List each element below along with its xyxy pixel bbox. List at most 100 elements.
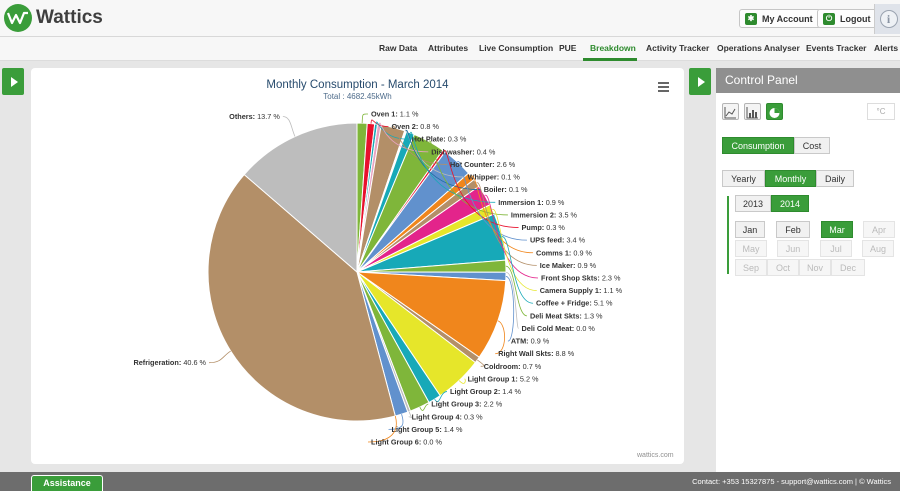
slice-label-ice-maker: Ice Maker: 0.9 %: [540, 261, 597, 270]
footer-contact: Contact: +353 15327875 - support@wattics…: [692, 477, 891, 486]
control-panel-title: Control Panel: [716, 68, 900, 93]
metric-consumption-button[interactable]: Consumption: [722, 137, 794, 154]
slice-label-right-wall-skts: Right Wall Skts: 8.8 %: [498, 349, 574, 358]
nav-events-tracker[interactable]: Events Tracker: [806, 43, 867, 53]
pie-slice-refrigeration[interactable]: [207, 173, 396, 422]
my-account-label: My Account: [762, 13, 813, 24]
chart-menu-icon[interactable]: [658, 82, 669, 92]
label-connector-light-group-4: [408, 411, 413, 419]
my-account-button[interactable]: ✱ My Account: [739, 9, 821, 28]
label-connector-light-group-6: [367, 415, 397, 443]
chart-subtitle: Total : 4682.45kWh: [323, 92, 392, 101]
label-connector-coldroom: [477, 359, 485, 367]
month-dec-button: Dec: [831, 259, 865, 276]
slice-label-others: Others: 13.7 %: [229, 112, 280, 121]
slice-label-light-group-4: Light Group 4: 0.3 %: [412, 412, 483, 421]
label-connector-light-group-3: [419, 403, 429, 411]
chart-credit[interactable]: wattics.com: [637, 452, 674, 459]
nav-live-consumption[interactable]: Live Consumption: [479, 43, 554, 53]
assistance-button[interactable]: Assistance: [31, 475, 103, 491]
slice-label-light-group-6: Light Group 6: 0.0 %: [371, 438, 442, 447]
period-daily-button[interactable]: Daily: [816, 170, 854, 187]
chart-title: Monthly Consumption - March 2014: [266, 79, 449, 91]
label-connector-right-wall-skts: [495, 320, 505, 355]
logout-label: Logout: [840, 13, 871, 24]
month-jan-button[interactable]: Jan: [735, 221, 765, 238]
slice-label-light-group-2: Light Group 2: 1.4 %: [450, 387, 521, 396]
slice-label-coffee-fridge: Coffee + Fridge: 5.1 %: [536, 299, 613, 308]
active-tab-indicator: [583, 58, 637, 61]
nav-pue[interactable]: PUE: [559, 43, 577, 53]
slice-label-immersion-1: Immersion 1: 0.9 %: [498, 198, 565, 207]
period-selector-rail: [727, 196, 729, 274]
line-chart-icon[interactable]: [722, 103, 739, 120]
bar-chart-icon[interactable]: [744, 103, 761, 120]
slice-label-whipper: Whipper: 0.1 %: [468, 173, 521, 182]
slice-label-light-group-5: Light Group 5: 1.4 %: [391, 425, 462, 434]
expand-left-panel-button[interactable]: [2, 68, 24, 95]
metric-cost-button[interactable]: Cost: [794, 137, 830, 154]
slice-label-pump: Pump: 0.3 %: [522, 223, 566, 232]
year-2013-button[interactable]: 2013: [735, 195, 771, 212]
nav-activity-tracker[interactable]: Activity Tracker: [646, 43, 710, 53]
label-connector-deli-cold-meat: [505, 271, 519, 329]
slice-label-comms-1: Comms 1: 0.9 %: [536, 248, 592, 257]
month-feb-button[interactable]: Feb: [776, 221, 810, 238]
slice-label-oven-2: Oven 2: 0.8 %: [391, 122, 439, 131]
pie-chart-icon[interactable]: [766, 103, 783, 120]
footer: Assistance Contact: +353 15327875 - supp…: [0, 472, 900, 491]
info-button[interactable]: i: [874, 4, 900, 34]
slice-label-camera-supply-1: Camera Supply 1: 1.1 %: [540, 286, 623, 295]
slice-label-dishwasher: Dishwasher: 0.4 %: [431, 147, 496, 156]
top-bar: Wattics ✱ My Account ⏻ Logout i: [0, 0, 900, 37]
toggle-control-panel-button[interactable]: [689, 68, 711, 95]
label-connector-boiler: [405, 130, 481, 191]
month-apr-button: Apr: [863, 221, 895, 238]
nav-breakdown[interactable]: Breakdown: [590, 43, 636, 53]
slice-label-atm: ATM: 0.9 %: [511, 337, 550, 346]
month-jul-button: Jul: [820, 240, 852, 257]
slice-label-light-group-1: Light Group 1: 5.2 %: [468, 374, 539, 383]
month-oct-button: Oct: [767, 259, 799, 276]
label-connector-hot-counter: [392, 125, 448, 165]
label-connector-ups-feed: [457, 161, 527, 241]
slice-label-front-shop-skts: Front Shop Skts: 2.3 %: [541, 274, 621, 283]
slice-label-immersion-2: Immersion 2: 3.5 %: [511, 210, 578, 219]
slice-label-boiler: Boiler: 0.1 %: [484, 185, 528, 194]
label-connector-comms-1: [470, 175, 534, 254]
label-connector-immersion-1: [410, 131, 496, 203]
logout-button[interactable]: ⏻ Logout: [817, 9, 879, 28]
month-aug-button: Aug: [862, 240, 894, 257]
slice-label-refrigeration: Refrigeration: 40.6 %: [133, 358, 206, 367]
label-connector-light-group-5: [388, 414, 404, 430]
temperature-toggle[interactable]: °C: [867, 103, 895, 120]
brand-name: Wattics: [36, 7, 103, 28]
period-yearly-button[interactable]: Yearly: [722, 170, 765, 187]
slice-label-deli-meat-skts: Deli Meat Skts: 1.3 %: [530, 311, 603, 320]
year-2014-button[interactable]: 2014: [771, 195, 809, 212]
label-connector-immersion-2: [428, 140, 508, 216]
label-connector-light-group-1: [458, 378, 466, 384]
label-connector-front-shop-skts: [484, 194, 539, 279]
pie-slice-right-wall-skts[interactable]: [355, 271, 507, 358]
slice-label-hot-counter: Hot Counter: 2.6 %: [450, 160, 516, 169]
label-connector-others: [282, 116, 296, 137]
period-monthly-button[interactable]: Monthly: [765, 170, 816, 187]
pie-slice-others[interactable]: [243, 122, 358, 274]
month-mar-button[interactable]: Mar: [821, 221, 853, 238]
slice-label-deli-cold-meat: Deli Cold Meat: 0.0 %: [522, 324, 596, 333]
nav-operations-analyser[interactable]: Operations Analyser: [717, 43, 800, 53]
nav-raw-data[interactable]: Raw Data: [379, 43, 418, 53]
label-connector-deli-meat-skts: [505, 265, 528, 317]
main-nav: Raw Data Attributes Live Consumption PUE…: [0, 37, 900, 61]
label-connector-oven-2: [370, 119, 389, 128]
label-connector-atm: [505, 276, 515, 342]
info-icon: i: [879, 10, 898, 28]
nav-alerts[interactable]: Alerts: [874, 43, 899, 53]
label-connector-pump: [443, 150, 519, 228]
label-connector-camera-supply-1: [491, 208, 537, 292]
nav-attributes[interactable]: Attributes: [428, 43, 469, 53]
pie-chart: Oven 1: 1.1 % Oven 2: 0.8 % Hot Plate: 0.3…: [133, 110, 623, 447]
brand-logo[interactable]: Wattics: [4, 4, 103, 32]
label-connector-light-group-2: [434, 391, 448, 402]
